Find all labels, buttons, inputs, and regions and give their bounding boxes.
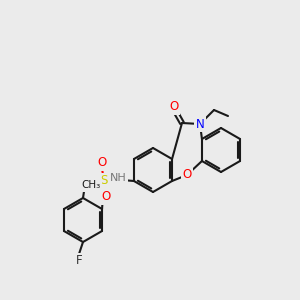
- Text: F: F: [76, 254, 82, 268]
- Text: S: S: [100, 175, 108, 188]
- Text: NH: NH: [110, 173, 126, 183]
- Text: O: O: [169, 100, 178, 113]
- Text: N: N: [196, 118, 204, 130]
- Text: CH₃: CH₃: [81, 180, 101, 190]
- Text: O: O: [97, 157, 106, 169]
- Text: O: O: [182, 169, 192, 182]
- Text: O: O: [101, 190, 111, 203]
